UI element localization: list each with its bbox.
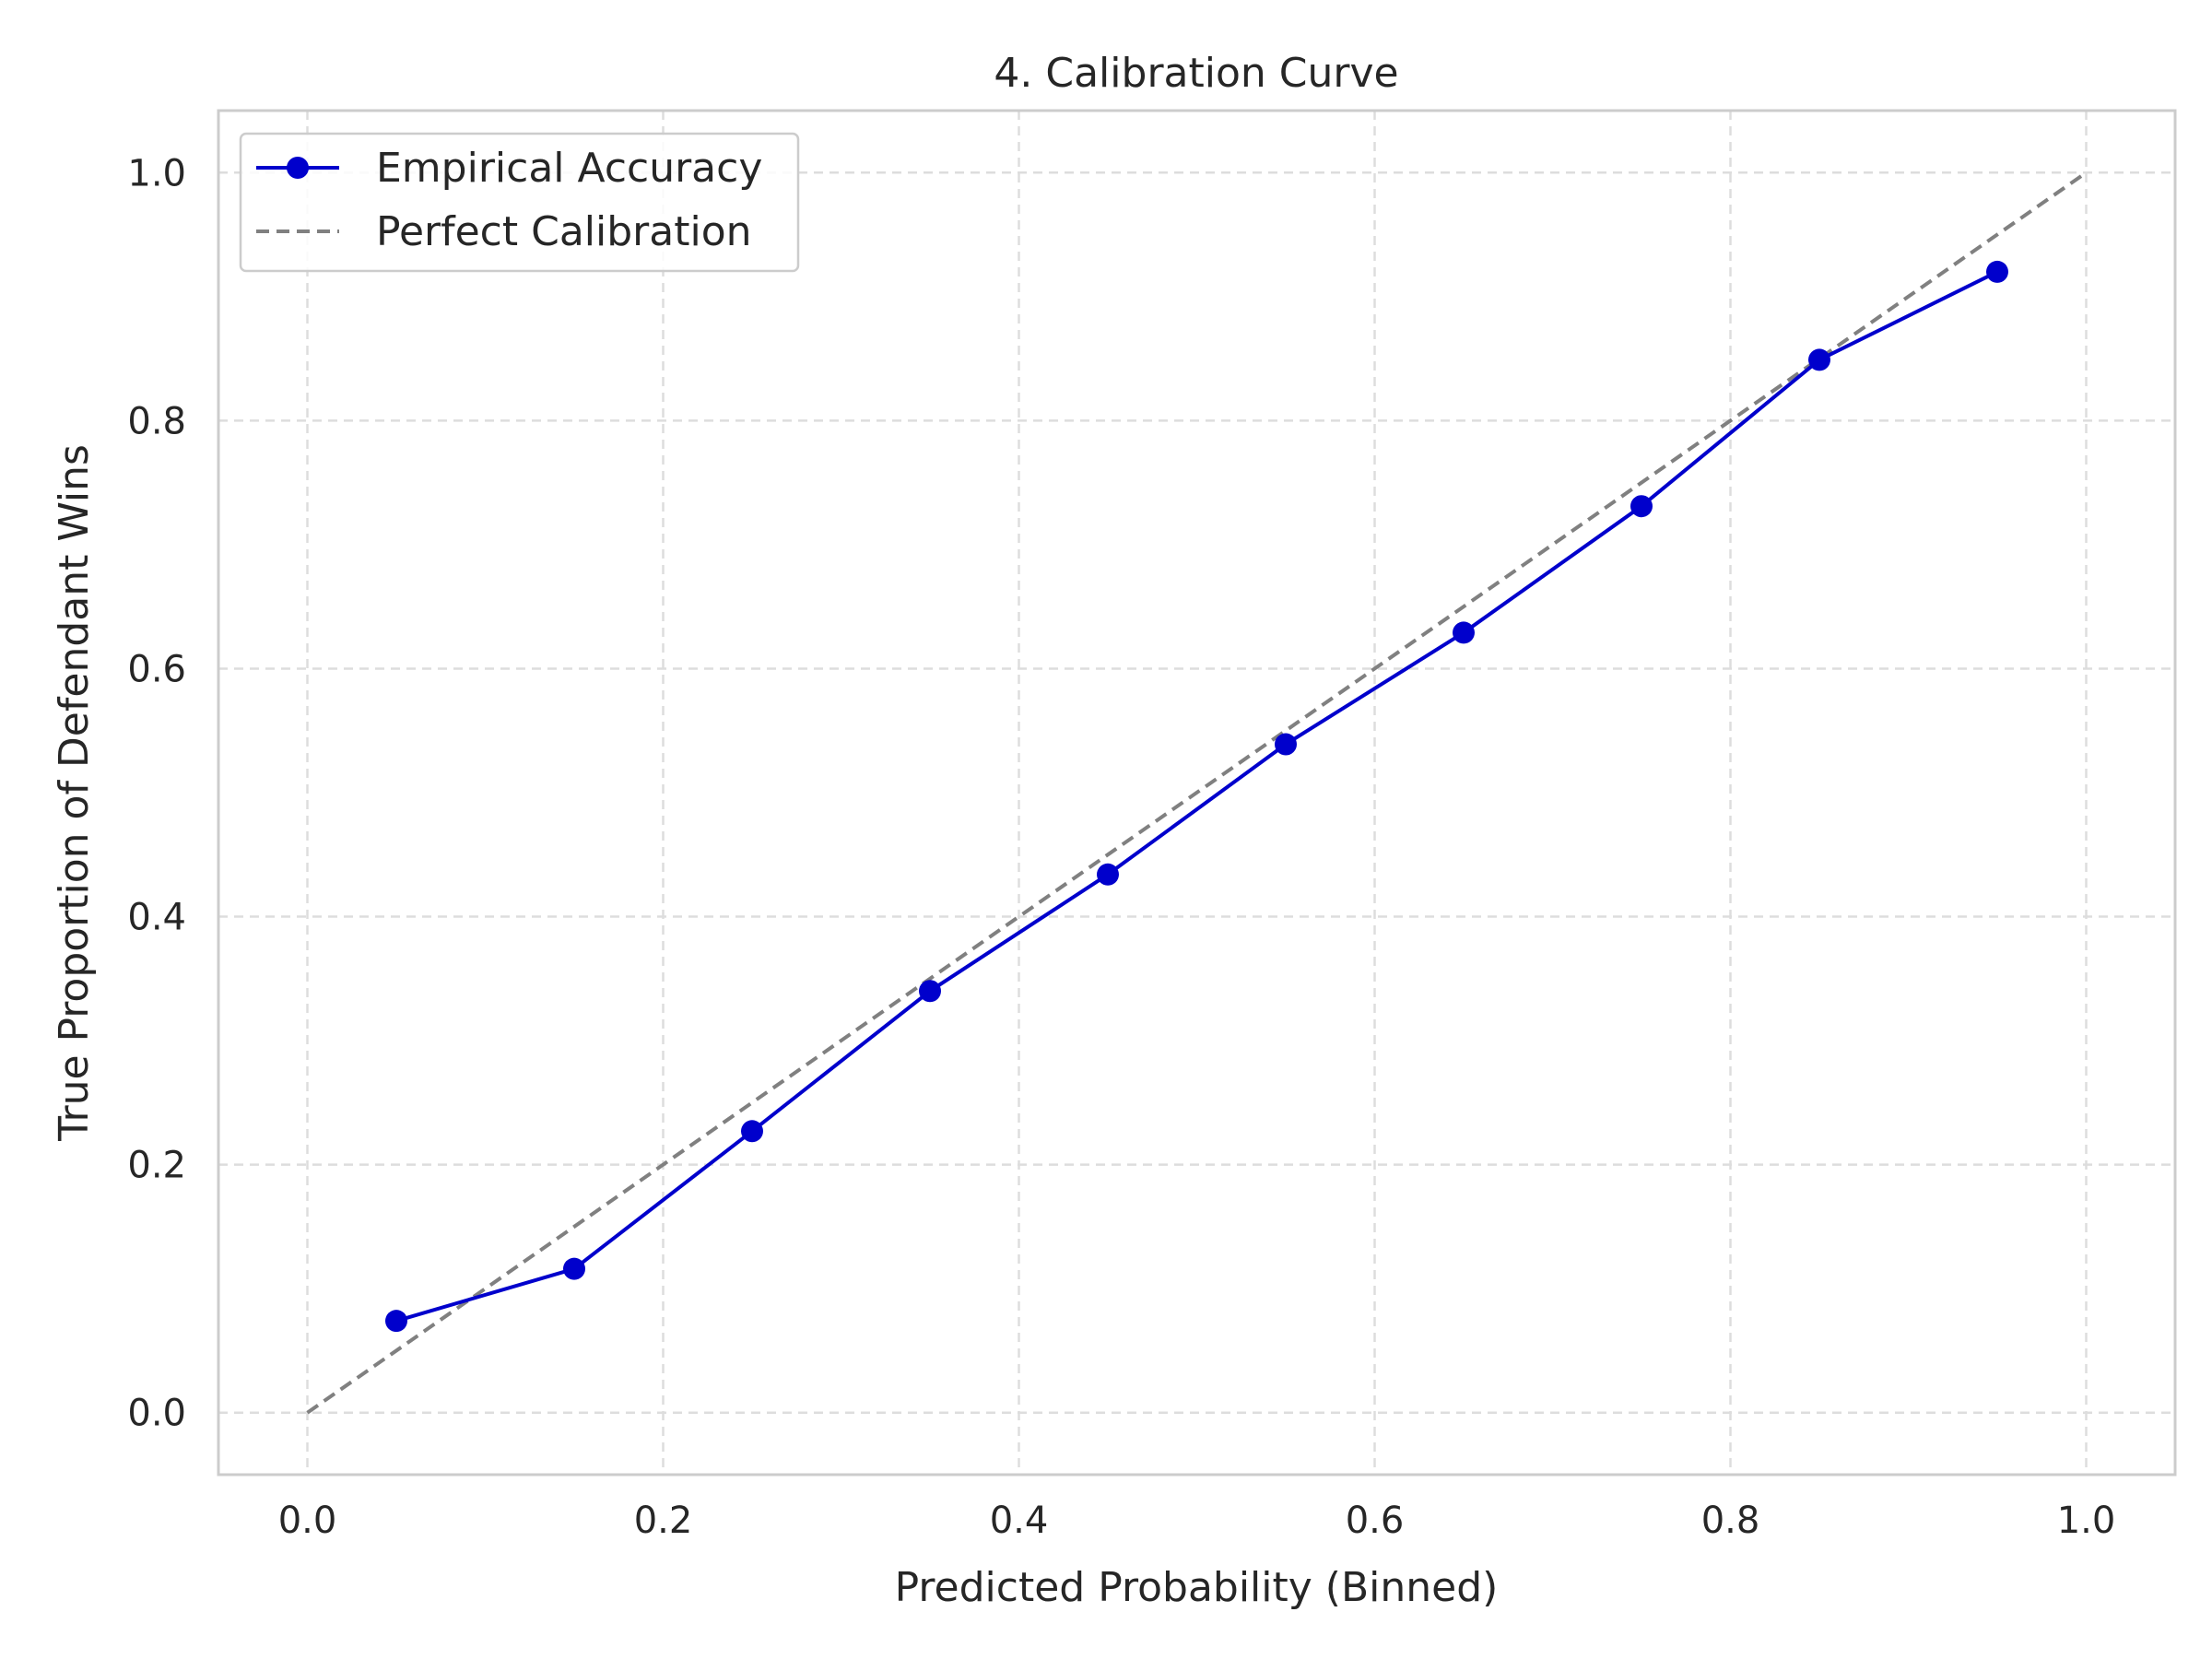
legend-label-empirical-accuracy: Empirical Accuracy bbox=[376, 145, 762, 192]
y-tick-label: 0.8 bbox=[127, 400, 186, 442]
grid bbox=[218, 111, 2175, 1475]
data-point-empirical-accuracy bbox=[1275, 733, 1297, 756]
series-line-empirical-accuracy bbox=[395, 270, 1998, 1324]
chart-title: 4. Calibration Curve bbox=[994, 50, 1398, 97]
x-tick-label: 0.0 bbox=[278, 1500, 337, 1542]
x-tick-label: 0.2 bbox=[634, 1500, 693, 1542]
data-point-empirical-accuracy bbox=[1453, 621, 1475, 644]
y-tick-label: 0.2 bbox=[127, 1145, 186, 1187]
data-point-empirical-accuracy bbox=[1630, 495, 1653, 518]
x-tick-label: 0.4 bbox=[990, 1500, 1049, 1542]
series-layer bbox=[306, 171, 2088, 1415]
x-tick-label: 0.6 bbox=[1346, 1500, 1405, 1542]
data-point-empirical-accuracy bbox=[919, 980, 941, 1003]
x-tick-label: 0.8 bbox=[1701, 1500, 1760, 1542]
data-point-empirical-accuracy bbox=[1808, 348, 1830, 371]
y-tick-label: 0.4 bbox=[127, 897, 186, 939]
y-tick-label: 0.0 bbox=[127, 1393, 186, 1435]
x-tick-label: 1.0 bbox=[2057, 1500, 2116, 1542]
legend-label-perfect-calibration: Perfect Calibration bbox=[376, 208, 752, 255]
data-point-empirical-accuracy bbox=[1986, 260, 2008, 283]
legend-marker-empirical-accuracy bbox=[287, 157, 309, 179]
data-point-empirical-accuracy bbox=[1097, 863, 1119, 886]
plot-frame bbox=[217, 109, 2177, 1477]
y-tick-label: 1.0 bbox=[127, 152, 186, 194]
data-point-empirical-accuracy bbox=[563, 1257, 585, 1280]
y-axis-label: True Proportion of Defendant Wins bbox=[51, 444, 98, 1142]
series-line-perfect-calibration bbox=[306, 171, 2088, 1415]
legend: Empirical Accuracy Perfect Calibration bbox=[239, 132, 800, 273]
tick-labels: 0.0 0.2 0.4 0.6 0.8 1.0 0.0 0.2 0.4 0.6 0.8 1.0 bbox=[127, 152, 2115, 1542]
data-point-empirical-accuracy bbox=[385, 1310, 407, 1333]
data-point-empirical-accuracy bbox=[741, 1120, 763, 1143]
legend-box bbox=[239, 132, 800, 273]
y-tick-label: 0.6 bbox=[127, 648, 186, 690]
x-axis-label: Predicted Probability (Binned) bbox=[895, 1564, 1499, 1611]
